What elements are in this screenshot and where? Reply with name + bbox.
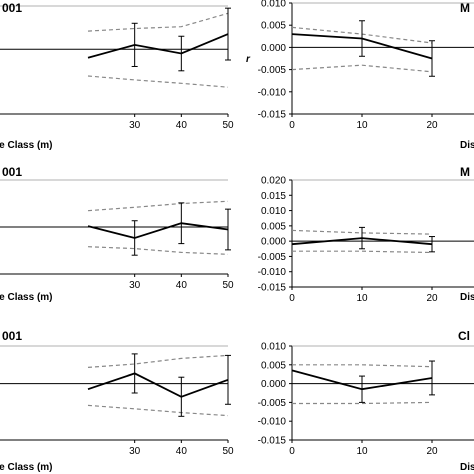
panel-title: M	[460, 165, 470, 179]
x-tick-label: 30	[129, 280, 141, 291]
y-tick-label: -0.015	[258, 436, 287, 447]
x-axis-title: Dis	[460, 292, 474, 303]
y-tick-label: 0.000	[261, 43, 286, 54]
chart-panel-5: 30 40 50 001 nce Class (m)	[0, 329, 234, 473]
x-tick-label: 50	[222, 446, 234, 457]
y-tick-label: -0.010	[258, 417, 287, 428]
x-tick-label: 10	[356, 446, 368, 457]
y-tick-label: 0.005	[261, 21, 286, 32]
y-tick-label: 0.010	[261, 0, 286, 10]
x-tick-label: 40	[176, 446, 188, 457]
panel-title: M	[460, 1, 470, 15]
confidence-envelope-line	[292, 250, 433, 254]
confidence-envelope-line	[292, 364, 433, 368]
y-tick-label: 0.010	[261, 206, 286, 217]
x-tick-label: 0	[289, 293, 295, 304]
confidence-envelope-line	[87, 246, 229, 255]
x-tick-label: 10	[356, 120, 368, 131]
y-tick-label: 0.010	[261, 342, 286, 353]
y-tick-label: -0.005	[258, 252, 287, 263]
x-tick-label: 0	[289, 120, 295, 131]
y-axis-title: r	[246, 54, 251, 65]
chart-panel-1: 30 40 50 001 nce Class (m)	[0, 1, 234, 151]
x-tick-label: 40	[176, 120, 188, 131]
x-tick-label: 30	[129, 446, 141, 457]
x-tick-label: 0	[289, 446, 295, 457]
x-tick-label: 20	[426, 446, 438, 457]
x-axis-title: nce Class (m)	[0, 140, 53, 151]
y-tick-label: 0.020	[261, 176, 286, 187]
x-axis-title: Dis	[460, 140, 474, 151]
panel-title: Cl	[458, 329, 470, 343]
confidence-envelope-line	[87, 12, 229, 32]
y-tick-label: 0.000	[261, 379, 286, 390]
x-axis-title: Dis	[460, 462, 474, 473]
y-tick-label: -0.005	[258, 398, 287, 409]
autocorrelation-line	[87, 372, 229, 398]
confidence-envelope-line	[87, 200, 229, 212]
x-tick-label: 40	[176, 280, 188, 291]
y-tick-label: 0.005	[261, 360, 286, 371]
y-tick-label: -0.015	[258, 110, 287, 121]
x-tick-label: 10	[356, 293, 368, 304]
y-tick-label: -0.010	[258, 87, 287, 98]
panel-title: 001	[2, 329, 22, 343]
chart-panel-4: 0.020 0.015 0.010 0.005 0.000 -0.005 -0.010 -0.…	[258, 165, 474, 304]
y-tick-label: 0.015	[261, 191, 286, 202]
x-axis-title: nce Class (m)	[0, 292, 53, 303]
y-tick-label: -0.010	[258, 267, 287, 278]
confidence-envelope-line	[292, 401, 433, 405]
y-tick-label: 0.005	[261, 221, 286, 232]
chart-panel-3: 30 40 50 001 nce Class (m)	[0, 165, 234, 303]
panel-title: 001	[2, 165, 22, 179]
y-tick-label: 0.000	[261, 237, 286, 248]
confidence-envelope-line	[87, 404, 229, 417]
panel-title: 001	[2, 1, 22, 15]
confidence-envelope-line	[291, 64, 433, 73]
confidence-envelope-line	[87, 354, 229, 368]
x-tick-label: 50	[222, 280, 234, 291]
x-axis-title: nce Class (m)	[0, 462, 53, 473]
x-tick-label: 20	[426, 120, 438, 131]
x-tick-label: 20	[426, 293, 438, 304]
x-tick-label: 50	[222, 120, 234, 131]
x-tick-label: 30	[129, 120, 141, 131]
confidence-envelope-line	[87, 75, 229, 88]
y-tick-label: -0.005	[258, 65, 287, 76]
autocorrelation-line	[87, 33, 229, 59]
y-tick-label: -0.015	[258, 283, 287, 294]
autocorrelation-line	[87, 222, 229, 239]
